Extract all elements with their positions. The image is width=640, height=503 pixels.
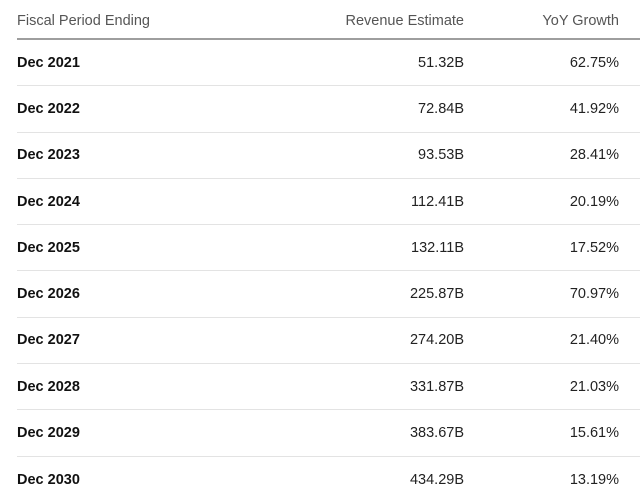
table-row: Dec 2025 132.11B 17.52%	[17, 225, 640, 272]
revenue-cell: 51.32B	[418, 54, 464, 71]
period-cell: Dec 2021	[17, 54, 80, 71]
growth-cell: 20.19%	[569, 193, 619, 210]
growth-cell: 21.40%	[569, 332, 619, 349]
period-cell: Dec 2026	[17, 286, 80, 303]
revenue-cell: 434.29B	[409, 471, 464, 488]
growth-cell: 15.61%	[569, 425, 619, 442]
table-row: Dec 2030 434.29B 13.19%	[17, 457, 640, 503]
growth-cell: 13.19%	[569, 471, 619, 488]
growth-cell: 21.03%	[569, 378, 619, 395]
table-row: Dec 2023 93.53B 28.41%	[17, 133, 640, 179]
revenue-cell: 72.84B	[418, 100, 464, 117]
period-cell: Dec 2022	[17, 100, 80, 117]
table-row: Dec 2024 112.41B 20.19%	[17, 179, 640, 226]
growth-cell: 28.41%	[569, 147, 619, 164]
table-row: Dec 2028 331.87B 21.03%	[17, 364, 640, 411]
growth-cell: 41.92%	[569, 100, 619, 117]
table-row: Dec 2029 383.67B 15.61%	[17, 410, 640, 457]
table-header: Fiscal Period Ending Revenue Estimate Yo…	[17, 0, 640, 40]
growth-cell: 17.52%	[569, 239, 619, 256]
revenue-estimates-table: Fiscal Period Ending Revenue Estimate Yo…	[17, 0, 640, 503]
period-cell: Dec 2028	[17, 378, 80, 395]
header-revenue-estimate[interactable]: Revenue Estimate	[345, 13, 464, 29]
revenue-cell: 383.67B	[409, 425, 464, 442]
revenue-cell: 112.41B	[411, 193, 464, 210]
revenue-cell: 132.11B	[411, 239, 464, 256]
growth-cell: 70.97%	[569, 286, 619, 303]
period-cell: Dec 2029	[17, 425, 80, 442]
revenue-cell: 93.53B	[418, 147, 464, 164]
table-row: Dec 2021 51.32B 62.75%	[17, 40, 640, 87]
period-cell: Dec 2027	[17, 332, 80, 349]
revenue-cell: 225.87B	[409, 286, 464, 303]
revenue-cell: 274.20B	[409, 332, 464, 349]
table-row: Dec 2027 274.20B 21.40%	[17, 318, 640, 365]
period-cell: Dec 2030	[17, 471, 80, 488]
period-cell: Dec 2024	[17, 193, 80, 210]
table-row: Dec 2026 225.87B 70.97%	[17, 271, 640, 318]
table-row: Dec 2022 72.84B 41.92%	[17, 86, 640, 133]
revenue-cell: 331.87B	[409, 378, 464, 395]
growth-cell: 62.75%	[569, 54, 619, 71]
header-fiscal-period[interactable]: Fiscal Period Ending	[17, 13, 150, 29]
period-cell: Dec 2025	[17, 239, 80, 256]
header-yoy-growth[interactable]: YoY Growth	[542, 13, 619, 29]
period-cell: Dec 2023	[17, 147, 80, 164]
